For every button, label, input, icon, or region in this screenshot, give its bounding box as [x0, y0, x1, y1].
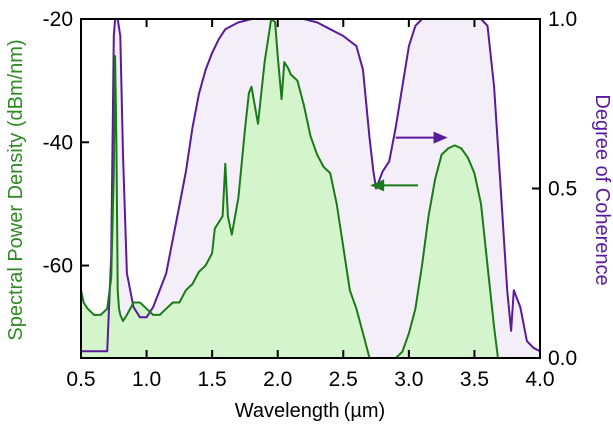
y-left-tick-label: -20 — [43, 8, 73, 31]
axis-ticks: 0.5 1.0 1.5 2.0 2.5 3.0 3.5 4.0 -20 -40 -60 1.0 0.5 0… — [43, 8, 578, 391]
x-tick-label: 2.5 — [329, 368, 358, 391]
y-right-tick-label: 0.0 — [548, 347, 577, 370]
y-left-tick-label: -40 — [43, 131, 73, 154]
x-tick-label: 4.0 — [525, 368, 554, 391]
annotation-arrowhead-right — [433, 131, 448, 144]
annotations — [370, 131, 448, 192]
x-tick-label: 2.0 — [263, 368, 292, 391]
x-tick-label: 1.5 — [198, 368, 227, 391]
spectral-power-line — [80, 18, 501, 359]
series-fills — [81, 19, 540, 358]
y-right-tick-label: 0.5 — [548, 178, 577, 201]
x-axis-title: Wavelength (µm) — [235, 400, 385, 422]
x-tick-label: 3.0 — [394, 368, 423, 391]
y-left-tick-label: -60 — [43, 255, 73, 278]
y-axis-left-title: Spectral Power Density (dBm/nm) — [5, 39, 27, 340]
spectral-power-area — [81, 19, 501, 358]
x-tick-label: 3.5 — [460, 368, 489, 391]
x-tick-label: 1.0 — [132, 368, 161, 391]
y-axis-right-title: Degree of Coherence — [591, 94, 613, 285]
annotation-arrowhead-left — [370, 179, 385, 192]
y-right-tick-label: 1.0 — [548, 8, 577, 31]
x-tick-label: 0.5 — [66, 368, 95, 391]
